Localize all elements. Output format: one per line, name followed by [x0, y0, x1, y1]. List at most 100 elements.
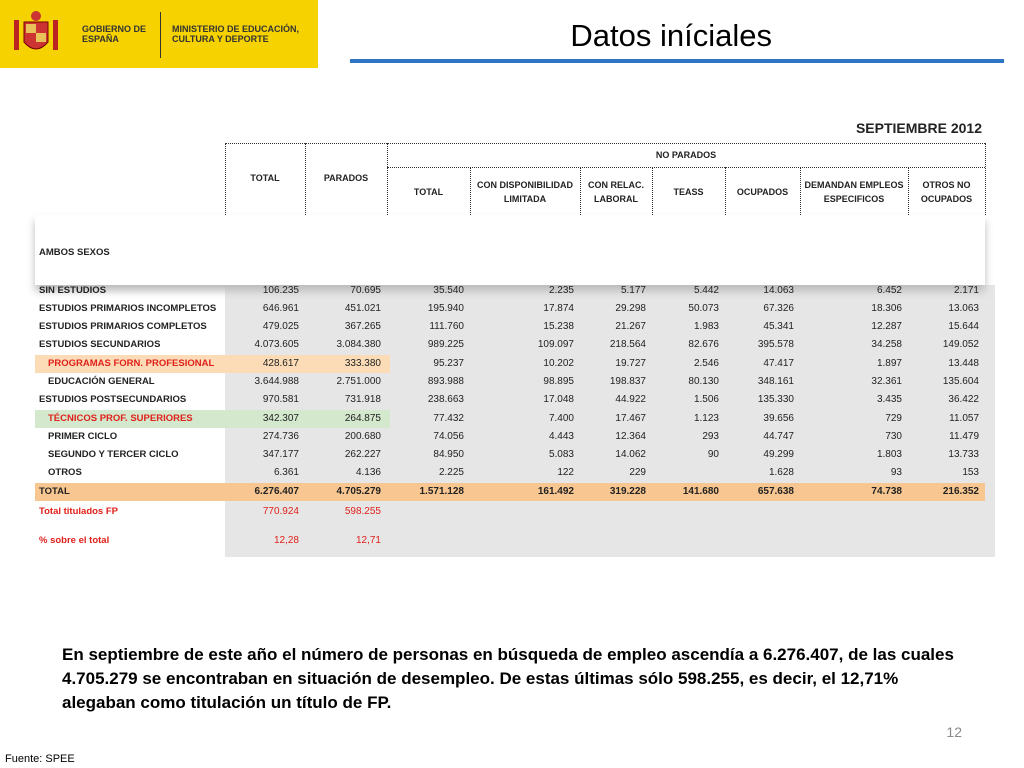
cell-value: 731.918: [344, 394, 381, 405]
cell-value: 1.803: [876, 449, 902, 460]
cell-value: 74.738: [871, 486, 902, 497]
cell-value: 4.073.605: [254, 339, 300, 350]
cell-value: 77.432: [433, 413, 464, 424]
cell-value: 11.057: [949, 413, 979, 424]
coat-of-arms: [14, 11, 58, 50]
cell-value: 49.299: [763, 449, 794, 460]
cell-value: 195.940: [427, 303, 464, 314]
header-rule: [225, 143, 985, 144]
cell-value: 333.380: [344, 358, 381, 369]
cell-value: 44.922: [615, 394, 646, 405]
cell-value: 11.479: [949, 431, 979, 442]
cell-value: 2.235: [548, 285, 574, 296]
cell-value: 74.056: [433, 431, 464, 442]
column-header: OTROS NO OCUPADOS: [920, 180, 973, 204]
cell-value: 21.267: [615, 321, 646, 332]
cell-value: 44.747: [763, 431, 794, 442]
cell-value: 293: [702, 431, 719, 442]
column-header: CON DISPONIBILIDAD LIMITADA: [476, 180, 573, 204]
header-rule: [985, 143, 986, 215]
cell-value: 5.177: [620, 285, 646, 296]
cell-value: 13.448: [948, 358, 979, 369]
header-rule: [305, 143, 306, 215]
row-highlight: [35, 410, 390, 428]
cell-value: 50.073: [688, 303, 719, 314]
row-label: PROGRAMAS FORN. PROFESIONAL: [48, 358, 215, 369]
row-label: ESTUDIOS SECUNDARIOS: [39, 339, 161, 350]
cell-value: 264.875: [344, 413, 381, 424]
header-rule: [725, 167, 726, 215]
cell-value: 4.705.279: [336, 486, 382, 497]
cell-value: 347.177: [262, 449, 299, 460]
cell-value: 12,71: [355, 535, 381, 546]
row-label: SEGUNDO Y TERCER CICLO: [48, 449, 179, 460]
government-name: GOBIERNO DE ESPAÑA: [82, 24, 147, 44]
cell-value: 14.062: [615, 449, 646, 460]
cell-value: 95.237: [433, 358, 464, 369]
cell-value: 98.895: [543, 376, 574, 387]
row-label: OTROS: [48, 467, 82, 478]
row-label: ESTUDIOS POSTSECUNDARIOS: [39, 394, 187, 405]
cell-value: 45.341: [763, 321, 794, 332]
cell-value: 161.492: [537, 486, 574, 497]
cell-value: 29.298: [615, 303, 646, 314]
row-label: TOTAL: [39, 486, 70, 497]
cell-value: 12,28: [273, 535, 299, 546]
cell-value: 5.442: [693, 285, 719, 296]
cell-value: 2.171: [953, 285, 979, 296]
cell-value: 216.352: [942, 486, 979, 497]
cell-value: 646.961: [262, 303, 299, 314]
row-highlight: [35, 355, 390, 373]
header-rule: [387, 167, 985, 168]
cell-value: 1.897: [876, 358, 902, 369]
cell-value: 17.048: [543, 394, 574, 405]
cell-value: 6.361: [273, 467, 299, 478]
cell-value: 4.443: [548, 431, 574, 442]
cell-value: 218.564: [609, 339, 646, 350]
cell-value: 12.287: [871, 321, 902, 332]
header-shadow: [35, 215, 985, 285]
cell-value: 348.161: [757, 376, 794, 387]
cell-value: 47.417: [763, 358, 794, 369]
cell-value: 598.255: [344, 506, 381, 517]
source-note: Fuente: SPEE: [5, 753, 75, 765]
logo: GOBIERNO DE ESPAÑA MINISTERIO DE EDUCACI…: [0, 0, 318, 68]
cell-value: 15.238: [543, 321, 574, 332]
header-rule: [800, 167, 801, 215]
cell-value: 342.307: [262, 413, 299, 424]
cell-value: 19.727: [615, 358, 646, 369]
cell-value: 657.638: [757, 486, 794, 497]
cell-value: 35.540: [433, 285, 464, 296]
header-rule: [908, 167, 909, 215]
row-label: PRIMER CICLO: [48, 431, 118, 442]
cell-value: 82.676: [688, 339, 719, 350]
cell-value: 6.276.407: [254, 486, 300, 497]
cell-value: 141.680: [682, 486, 719, 497]
cell-value: 200.680: [344, 431, 381, 442]
ministry-name: MINISTERIO DE EDUCACIÓN, CULTURA Y DEPOR…: [172, 24, 300, 44]
cell-value: 67.326: [763, 303, 794, 314]
group-header: NO PARADOS: [655, 150, 717, 160]
cell-value: 2.225: [438, 467, 464, 478]
cell-value: 109.097: [537, 339, 574, 350]
cell-value: 32.361: [871, 376, 902, 387]
cell-value: 229: [629, 467, 646, 478]
column-header: TEASS: [673, 187, 704, 197]
cell-value: 34.258: [871, 339, 902, 350]
cell-value: 1.983: [693, 321, 719, 332]
section-label: AMBOS SEXOS: [39, 247, 110, 258]
cell-value: 10.202: [543, 358, 574, 369]
cell-value: 15.644: [948, 321, 979, 332]
header-rule: [470, 167, 471, 215]
header-rule: [387, 143, 388, 215]
cell-value: 238.663: [427, 394, 464, 405]
cell-value: 13.733: [948, 449, 979, 460]
cell-value: 122: [557, 467, 574, 478]
column-header: CON RELAC. LABORAL: [588, 180, 644, 204]
cell-value: 18.306: [871, 303, 902, 314]
cell-value: 428.617: [262, 358, 299, 369]
cell-value: 149.052: [942, 339, 979, 350]
cell-value: 730: [885, 431, 902, 442]
cell-value: 3.644.988: [254, 376, 300, 387]
